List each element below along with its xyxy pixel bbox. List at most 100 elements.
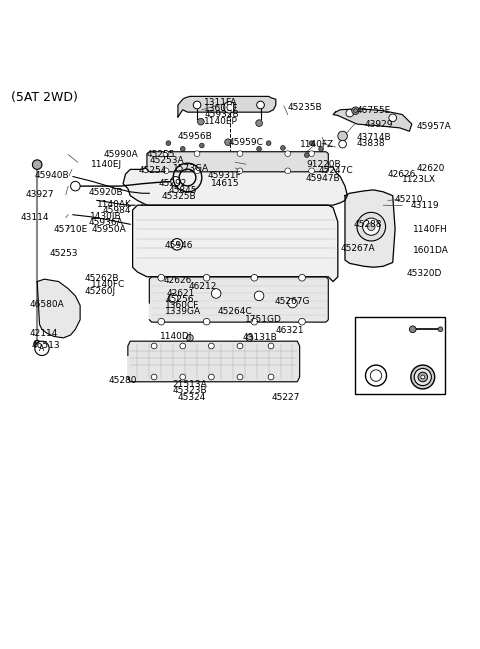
Circle shape <box>71 181 80 191</box>
Text: 45253: 45253 <box>49 249 78 258</box>
Text: 45299: 45299 <box>412 361 440 371</box>
Text: 45267G: 45267G <box>275 297 310 306</box>
Text: 1601DA: 1601DA <box>413 246 449 255</box>
Polygon shape <box>333 109 412 131</box>
Circle shape <box>411 365 435 389</box>
Circle shape <box>237 168 243 174</box>
Circle shape <box>163 151 169 156</box>
Polygon shape <box>178 97 276 117</box>
Text: 1339GA: 1339GA <box>165 307 201 316</box>
Text: 45946: 45946 <box>165 241 193 250</box>
Text: 45984: 45984 <box>103 206 132 215</box>
Circle shape <box>237 343 243 349</box>
Text: 14615: 14615 <box>211 178 240 188</box>
Circle shape <box>418 373 428 382</box>
Circle shape <box>309 168 314 174</box>
Circle shape <box>224 102 235 113</box>
Text: 45940B: 45940B <box>35 171 70 180</box>
Circle shape <box>198 118 204 125</box>
Text: 1140FH: 1140FH <box>413 225 447 234</box>
Circle shape <box>338 131 348 141</box>
Circle shape <box>33 160 42 169</box>
Text: 1140EJ: 1140EJ <box>91 160 122 169</box>
Text: 45262B: 45262B <box>85 274 120 283</box>
Text: 42114: 42114 <box>30 329 59 338</box>
Circle shape <box>158 275 165 281</box>
Circle shape <box>257 147 262 151</box>
Circle shape <box>304 153 309 158</box>
Circle shape <box>168 293 178 303</box>
Circle shape <box>163 168 169 174</box>
Text: 45255: 45255 <box>147 150 176 159</box>
Text: 45267A: 45267A <box>340 243 375 252</box>
Circle shape <box>171 239 183 250</box>
Text: 1123LX: 1123LX <box>402 175 436 184</box>
Polygon shape <box>149 276 328 322</box>
Circle shape <box>180 147 185 151</box>
Text: 45931F: 45931F <box>208 171 242 180</box>
Circle shape <box>166 141 171 145</box>
Text: 45710E: 45710E <box>54 225 88 234</box>
Text: 1360CF: 1360CF <box>165 301 200 310</box>
Text: 1140EP: 1140EP <box>204 117 238 126</box>
Text: 45320D: 45320D <box>406 269 442 278</box>
Text: 45932B: 45932B <box>204 110 239 119</box>
Text: 45947B: 45947B <box>306 174 340 183</box>
Text: 46580A: 46580A <box>29 300 64 310</box>
Text: 45210: 45210 <box>394 195 423 204</box>
Text: 45235B: 45235B <box>288 103 323 112</box>
Text: 42626: 42626 <box>388 169 416 178</box>
Text: 45264C: 45264C <box>217 307 252 316</box>
Text: 1360CF: 1360CF <box>204 104 239 114</box>
Text: 43927: 43927 <box>25 190 54 199</box>
Circle shape <box>285 151 290 156</box>
Circle shape <box>339 140 347 148</box>
Circle shape <box>194 168 200 174</box>
Text: A: A <box>175 241 180 247</box>
Text: 1140FD: 1140FD <box>388 326 423 335</box>
Polygon shape <box>345 190 395 267</box>
Circle shape <box>299 318 305 325</box>
Text: 42621: 42621 <box>167 289 195 297</box>
Text: 45292: 45292 <box>159 178 187 188</box>
Text: 45256: 45256 <box>165 295 193 304</box>
Circle shape <box>208 343 214 349</box>
Text: 43838: 43838 <box>357 139 385 148</box>
Text: 45845: 45845 <box>168 186 197 195</box>
Circle shape <box>257 101 264 109</box>
Circle shape <box>251 318 258 325</box>
Text: 46755E: 46755E <box>357 106 391 116</box>
Polygon shape <box>128 341 300 382</box>
Polygon shape <box>132 205 338 282</box>
Circle shape <box>151 374 157 380</box>
Text: 45950A: 45950A <box>92 225 127 234</box>
Circle shape <box>256 120 263 127</box>
Text: 45959C: 45959C <box>228 138 263 147</box>
Text: 43929: 43929 <box>364 119 393 129</box>
Circle shape <box>352 107 360 114</box>
Circle shape <box>357 212 385 241</box>
Text: 42620: 42620 <box>417 164 445 173</box>
Text: 45247C: 45247C <box>319 166 353 175</box>
Circle shape <box>34 340 40 347</box>
Text: 1573GA: 1573GA <box>173 164 209 173</box>
Text: 46513: 46513 <box>32 341 60 350</box>
Text: 45288: 45288 <box>354 220 382 229</box>
Circle shape <box>187 334 193 341</box>
Text: 1140DJ: 1140DJ <box>160 332 192 341</box>
Circle shape <box>203 318 210 325</box>
Text: 43119: 43119 <box>411 201 440 210</box>
Circle shape <box>268 343 274 349</box>
Circle shape <box>266 141 271 145</box>
Text: 42626: 42626 <box>164 276 192 285</box>
Text: 91220B: 91220B <box>307 160 341 169</box>
Circle shape <box>237 151 243 156</box>
Circle shape <box>363 218 380 235</box>
Circle shape <box>389 114 396 121</box>
Text: 46212: 46212 <box>189 282 217 291</box>
Text: 45260J: 45260J <box>85 287 116 295</box>
Text: 45957A: 45957A <box>417 123 451 132</box>
Polygon shape <box>123 167 348 205</box>
Text: 45253A: 45253A <box>149 156 184 165</box>
Text: 1311FA: 1311FA <box>204 98 238 107</box>
